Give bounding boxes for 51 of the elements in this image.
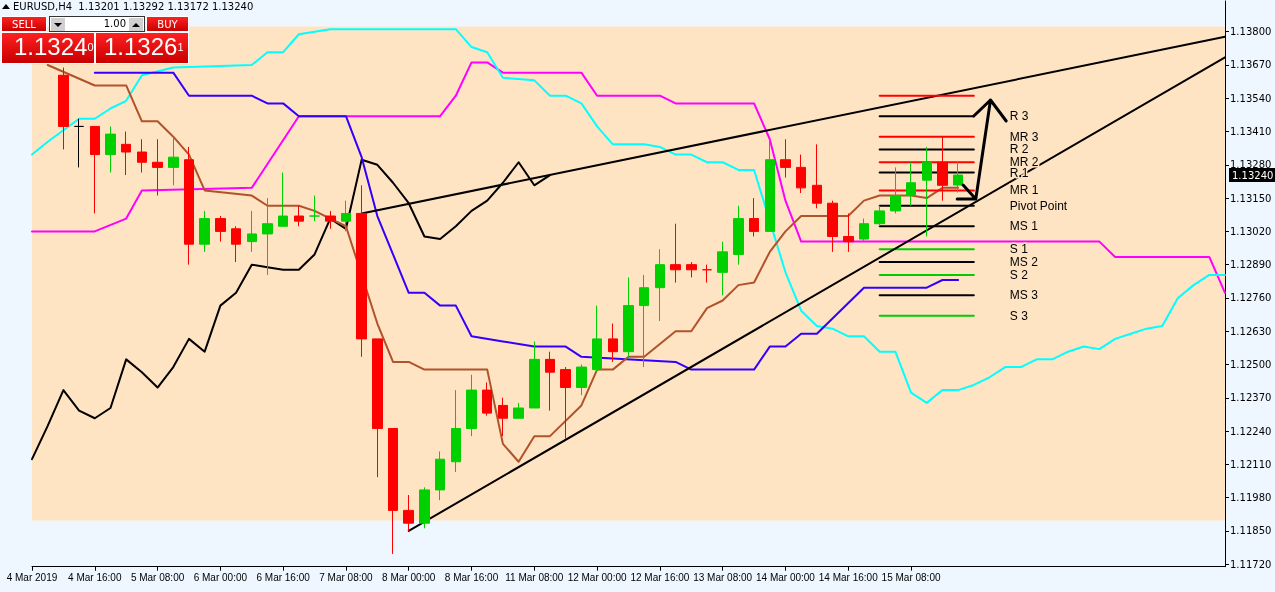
x-tick-label: 14 Mar 00:00 [756, 572, 816, 584]
x-tick-label: 12 Mar 16:00 [630, 572, 690, 584]
y-tick-label: 1.13280 [1230, 159, 1272, 171]
text: MR 1 [1009, 183, 1039, 198]
annotation: BUY [146, 16, 189, 32]
x-tick-label: 6 Mar 00:00 [193, 572, 248, 584]
y-tick-label: 1.13020 [1230, 225, 1272, 237]
annotation: 1.1324$^{0}$ [14, 33, 94, 60]
text: R 2 [1009, 142, 1029, 157]
x-tick-label: 11 Mar 08:00 [505, 572, 564, 584]
y-tick-label: 1.12500 [1230, 358, 1272, 370]
x-tick-label: 5 Mar 08:00 [130, 572, 185, 584]
y-tick-label: 1.12110 [1230, 458, 1272, 470]
text: S 2 [1009, 267, 1029, 282]
chart-title: EURUSD,H4 1.13201 1.13292 1.13172 1.13240 [13, 1, 254, 12]
x-tick-label: 8 Mar 16:00 [444, 572, 499, 584]
x-tick-label: 15 Mar 08:00 [881, 572, 941, 584]
x-tick-label: 13 Mar 08:00 [693, 572, 753, 584]
text: 1.13240 [1232, 169, 1274, 181]
legend-label: R 3 [1009, 109, 1029, 124]
number-field: 1.00 [49, 16, 145, 32]
x-tick-label: 7 Mar 08:00 [319, 572, 374, 584]
x-tick-label: 4 Mar 2019 [6, 572, 58, 584]
y-tick-label: 1.11980 [1230, 492, 1272, 504]
annotation: 1.00 [103, 18, 126, 29]
text: MS 1 [1009, 219, 1039, 234]
y-tick-label: 1.12370 [1230, 392, 1272, 404]
text: MS 3 [1009, 288, 1039, 303]
x-tick-label: 4 Mar 16:00 [68, 572, 122, 584]
annotation: SELL [1, 16, 47, 32]
x-tick-label: 12 Mar 00:00 [567, 572, 627, 584]
x-tick-label: 8 Mar 00:00 [382, 572, 436, 584]
annotation: 1.1326$^{1}$ [104, 33, 184, 60]
y-tick-label: 1.13670 [1230, 59, 1272, 71]
y-tick-label: 1.12240 [1230, 425, 1272, 437]
y-tick-label: 1.11850 [1230, 525, 1272, 537]
y-tick-label: 1.12760 [1230, 292, 1272, 304]
x-tick-label: 6 Mar 16:00 [256, 572, 311, 584]
x-tick-label: 14 Mar 16:00 [818, 572, 879, 584]
text: MS 2 [1009, 255, 1039, 270]
text: S 1 [1009, 242, 1029, 257]
text: S 3 [1009, 308, 1029, 323]
y-tick-label: 1.12630 [1230, 325, 1272, 337]
text: Pivot Point [1009, 198, 1068, 213]
y-tick-label: 1.11720 [1230, 558, 1272, 570]
y-tick-label: 1.13800 [1230, 26, 1272, 38]
y-tick-label: 1.13150 [1230, 192, 1272, 204]
text: MR 3 [1009, 129, 1039, 144]
y-tick-label: 1.13540 [1230, 92, 1272, 104]
y-tick-label: 1.13410 [1230, 126, 1272, 138]
y-tick-label: 1.12890 [1230, 259, 1272, 271]
